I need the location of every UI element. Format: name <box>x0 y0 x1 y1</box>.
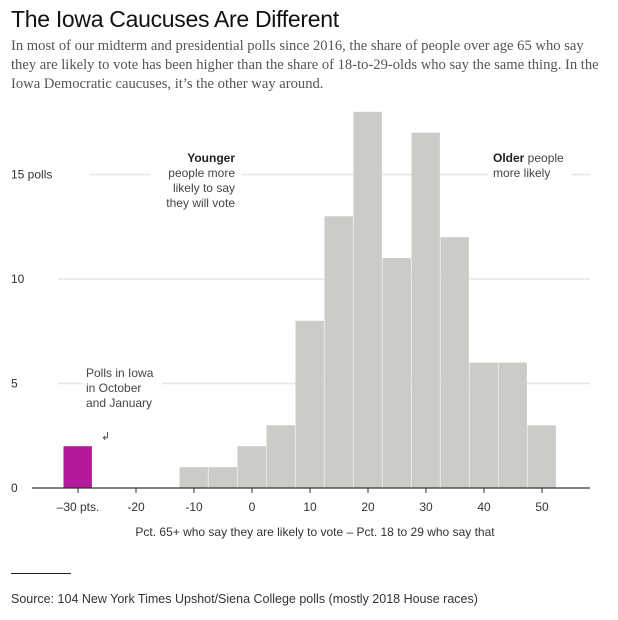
annotation-older-line2: more likely <box>493 166 550 180</box>
x-tick-label: 0 <box>249 500 256 514</box>
x-axis-title: Pct. 65+ who say they are likely to vote… <box>135 525 495 539</box>
annotation-younger-bold: Younger <box>187 151 235 165</box>
histogram-chart: 0 5 10 15 polls –30 pts. -20 -10 0 10 20 30 40 50 Y… <box>11 111 590 539</box>
annotation-older-bold: Older <box>493 151 525 165</box>
histogram-bar <box>527 425 556 488</box>
histogram-bar <box>295 320 324 488</box>
histogram-bar <box>179 467 208 488</box>
x-tick-label: 10 <box>303 500 317 514</box>
histogram-bar <box>353 111 382 489</box>
annotation-younger: Younger people more likely to say they w… <box>150 146 242 214</box>
y-tick-label: 5 <box>11 377 18 391</box>
source-note: Source: 104 New York Times Upshot/Siena … <box>11 592 478 606</box>
histogram-bar <box>324 216 353 489</box>
y-axis-labels: 0 5 10 15 polls <box>11 168 52 496</box>
histogram-bar <box>237 446 266 488</box>
gridlines <box>58 173 590 385</box>
annotation-older-bg <box>488 148 572 182</box>
y-tick-label: 10 <box>11 272 25 286</box>
annotation-younger-line2: likely to say <box>173 181 235 195</box>
annotation-younger-line3: they will vote <box>166 196 235 210</box>
arrow-icon: ↲ <box>101 431 110 443</box>
x-tick-label: 40 <box>477 500 491 514</box>
annotation-younger-line1: people more <box>168 166 235 180</box>
annotation-younger-bg <box>150 146 242 214</box>
chart-title: The Iowa Caucuses Are Different <box>11 6 339 32</box>
annotation-older-line1: Older people <box>493 151 564 165</box>
histogram-bar <box>411 132 440 488</box>
annotation-iowa-line1: Polls in Iowa <box>86 366 154 380</box>
footer-divider <box>11 573 71 574</box>
histogram-bar <box>382 258 411 488</box>
histogram-bar <box>440 237 469 488</box>
x-axis-labels: –30 pts. -20 -10 0 10 20 30 40 50 <box>57 500 549 514</box>
histogram-bar <box>469 362 498 488</box>
histogram-bar <box>208 467 237 488</box>
x-tick-label: 50 <box>535 500 549 514</box>
x-tick-label: -20 <box>127 500 145 514</box>
histogram-bars <box>63 111 556 489</box>
y-tick-label: 15 polls <box>11 168 52 182</box>
annotation-iowa: Polls in Iowa in October and January ↲ <box>82 363 162 443</box>
x-tick-label: 20 <box>361 500 375 514</box>
x-tick-label: -10 <box>185 500 203 514</box>
y-tick-label: 0 <box>11 481 18 495</box>
annotation-older: Older people more likely <box>488 148 572 182</box>
x-tick-label: 30 <box>419 500 433 514</box>
x-axis <box>32 487 590 493</box>
annotation-iowa-bg <box>82 363 162 411</box>
histogram-bar <box>266 425 295 488</box>
annotation-iowa-line2: in October <box>86 381 141 395</box>
annotation-older-rest: people <box>524 151 564 165</box>
iowa-bar <box>63 446 92 488</box>
chart-subtitle: In most of our midterm and presidential … <box>11 38 599 92</box>
annotation-iowa-line3: and January <box>86 396 152 410</box>
histogram-bar <box>498 362 527 488</box>
x-tick-label: –30 pts. <box>57 500 100 514</box>
